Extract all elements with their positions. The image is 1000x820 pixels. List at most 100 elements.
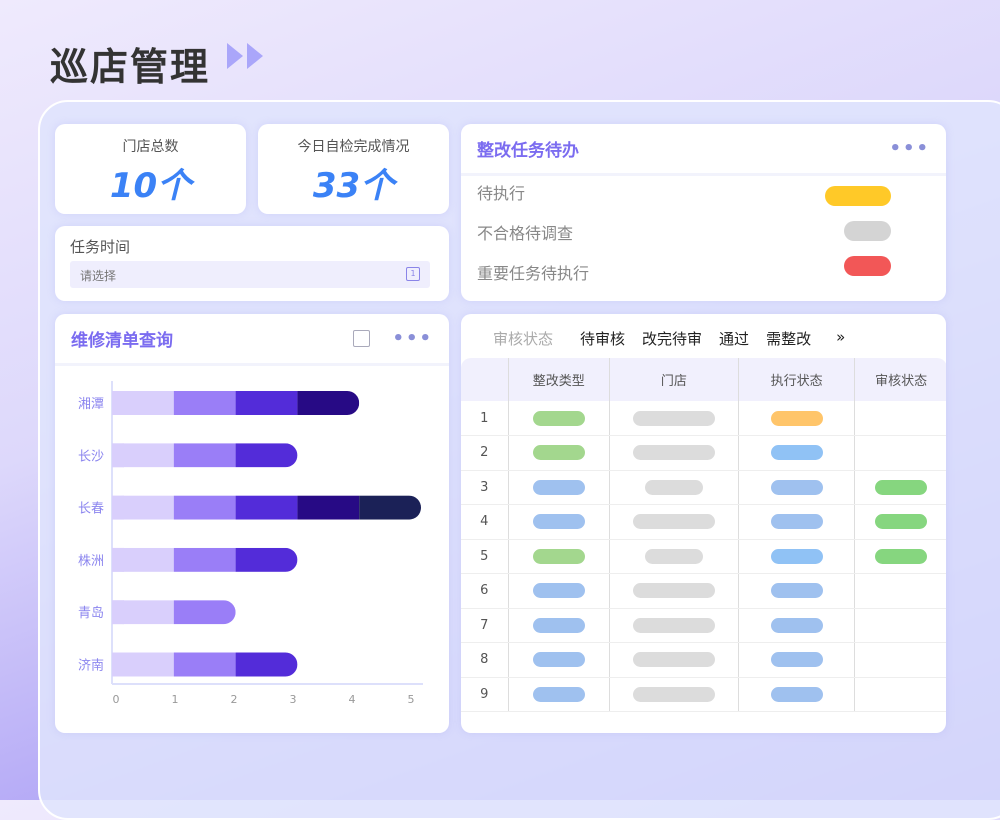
x-tick-label: 2 <box>231 693 238 706</box>
status-pill <box>532 410 585 426</box>
category-label: 株洲 <box>78 554 104 569</box>
task-time-input[interactable]: 请选择 1 <box>70 261 430 288</box>
page-title: 巡店管理 <box>50 45 211 89</box>
bar-segment <box>235 391 298 415</box>
todo-status-bar <box>844 221 891 241</box>
bar-segment-left <box>112 443 124 468</box>
column-header: 整改类型 <box>507 358 610 401</box>
bar-segment <box>112 600 174 625</box>
column-header: 审核状态 <box>854 358 946 401</box>
bar-segment <box>173 652 236 677</box>
more-icon[interactable]: ••• <box>889 138 930 159</box>
table-row[interactable]: 2 <box>461 435 946 471</box>
bar-segment-left <box>112 495 124 520</box>
x-tick-label: 0 <box>113 693 120 706</box>
column-header <box>461 358 509 401</box>
status-pill <box>632 410 715 426</box>
bar-segment <box>297 495 360 520</box>
row-number: 1 <box>461 401 509 436</box>
tab-pending[interactable]: 待审核 <box>580 330 626 348</box>
x-tick-label: 1 <box>172 693 179 706</box>
status-pill <box>532 479 585 495</box>
table-row[interactable]: 1 <box>461 401 946 436</box>
bar-segment <box>173 391 236 415</box>
tab-passed[interactable]: 通过 <box>719 330 750 348</box>
status-pill <box>875 548 928 564</box>
bar-segment <box>359 495 421 520</box>
task-time-label: 任务时间 <box>70 238 131 256</box>
table-row[interactable]: 5 <box>461 539 946 574</box>
more-icon[interactable]: ••• <box>392 328 433 349</box>
bar-segment-left <box>112 391 124 415</box>
x-tick-label: 3 <box>290 693 297 706</box>
row-number: 8 <box>461 642 509 678</box>
stat-label: 门店总数 <box>122 139 179 155</box>
bar-segment <box>112 547 174 572</box>
bar-group <box>112 495 421 520</box>
column-header: 门店 <box>608 358 739 401</box>
todo-item[interactable]: 不合格待调查 <box>477 224 574 243</box>
table-row[interactable]: 7 <box>461 608 946 643</box>
tab-fixed-pending[interactable]: 改完待审 <box>642 330 703 348</box>
bar-segment-left <box>112 600 124 625</box>
table-row[interactable]: 6 <box>461 573 946 609</box>
repair-title: 维修清单查询 <box>71 331 173 351</box>
task-time-card: 任务时间 请选择 1 <box>55 226 449 301</box>
status-pill <box>532 583 585 599</box>
table-row[interactable]: 3 <box>461 470 946 505</box>
row-number: 2 <box>461 435 509 471</box>
status-pill <box>644 548 703 564</box>
bar-segment-left <box>112 652 124 677</box>
category-label: 长春 <box>78 502 104 517</box>
bar-group <box>112 600 236 625</box>
double-chevron-right-icon <box>227 43 267 69</box>
more-tabs-icon[interactable]: » <box>836 328 846 346</box>
export-icon[interactable] <box>353 330 371 347</box>
bar-segment <box>112 443 174 468</box>
category-label: 济南 <box>78 658 104 674</box>
status-pill <box>532 617 585 633</box>
stat-value: 10个 <box>109 166 192 206</box>
table-row[interactable]: 4 <box>461 504 946 540</box>
x-tick-label: 4 <box>349 693 356 706</box>
status-pill <box>532 686 585 702</box>
status-pill <box>644 479 703 495</box>
todo-card: 整改任务待办 ••• 待执行 不合格待调查 重要任务待执行 <box>461 124 946 301</box>
category-label: 长沙 <box>78 449 104 464</box>
bar-segment <box>112 495 174 520</box>
status-pill <box>632 445 715 461</box>
row-number: 6 <box>461 573 509 609</box>
row-number: 9 <box>461 677 509 712</box>
status-pill <box>770 548 823 564</box>
tab-needs-fix[interactable]: 需整改 <box>766 330 812 348</box>
bar-segment <box>173 443 236 468</box>
stat-value: 33个 <box>312 166 395 206</box>
table-row[interactable]: 8 <box>461 642 946 678</box>
category-label: 青岛 <box>78 605 104 621</box>
category-label: 湘潭 <box>78 397 104 412</box>
status-pill <box>532 514 585 530</box>
todo-item[interactable]: 重要任务待执行 <box>477 264 590 283</box>
todo-status-bar <box>825 186 891 206</box>
status-pill <box>770 445 823 461</box>
status-pill <box>632 652 715 668</box>
table-row[interactable]: 9 <box>461 677 946 712</box>
status-pill <box>770 479 823 495</box>
stat-label: 今日自检完成情况 <box>297 139 410 155</box>
status-pill <box>770 514 823 530</box>
bar-group <box>112 547 298 572</box>
status-pill <box>532 445 585 461</box>
status-pill <box>770 617 823 633</box>
bar-segment <box>173 600 236 625</box>
status-pill <box>770 583 823 599</box>
todo-item[interactable]: 待执行 <box>477 184 526 203</box>
status-pill <box>875 514 928 530</box>
status-pill <box>770 686 823 702</box>
calendar-icon[interactable]: 1 <box>406 267 420 281</box>
todo-status-bar <box>844 256 891 276</box>
task-time-placeholder: 请选择 <box>80 269 117 283</box>
column-header: 执行状态 <box>738 358 855 401</box>
bar-segment <box>173 495 236 520</box>
